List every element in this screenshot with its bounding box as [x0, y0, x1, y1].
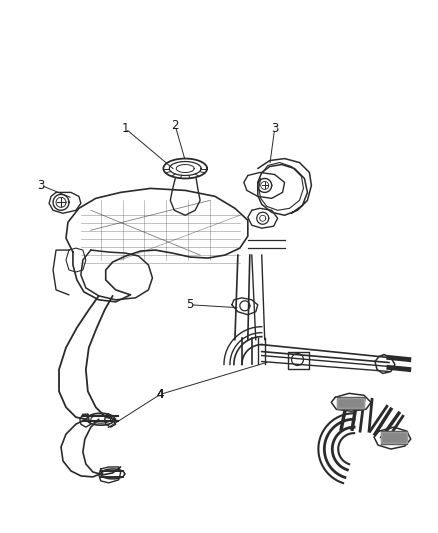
- Text: 3: 3: [37, 179, 45, 192]
- Polygon shape: [381, 432, 407, 443]
- Polygon shape: [337, 398, 364, 408]
- Text: 4: 4: [157, 388, 164, 401]
- Text: 2: 2: [172, 119, 179, 132]
- Polygon shape: [381, 431, 407, 444]
- Text: 1: 1: [122, 122, 129, 135]
- Text: 3: 3: [271, 122, 278, 135]
- Polygon shape: [337, 397, 364, 409]
- Text: 4: 4: [157, 388, 164, 401]
- Text: 5: 5: [187, 298, 194, 311]
- Text: 4: 4: [157, 388, 164, 401]
